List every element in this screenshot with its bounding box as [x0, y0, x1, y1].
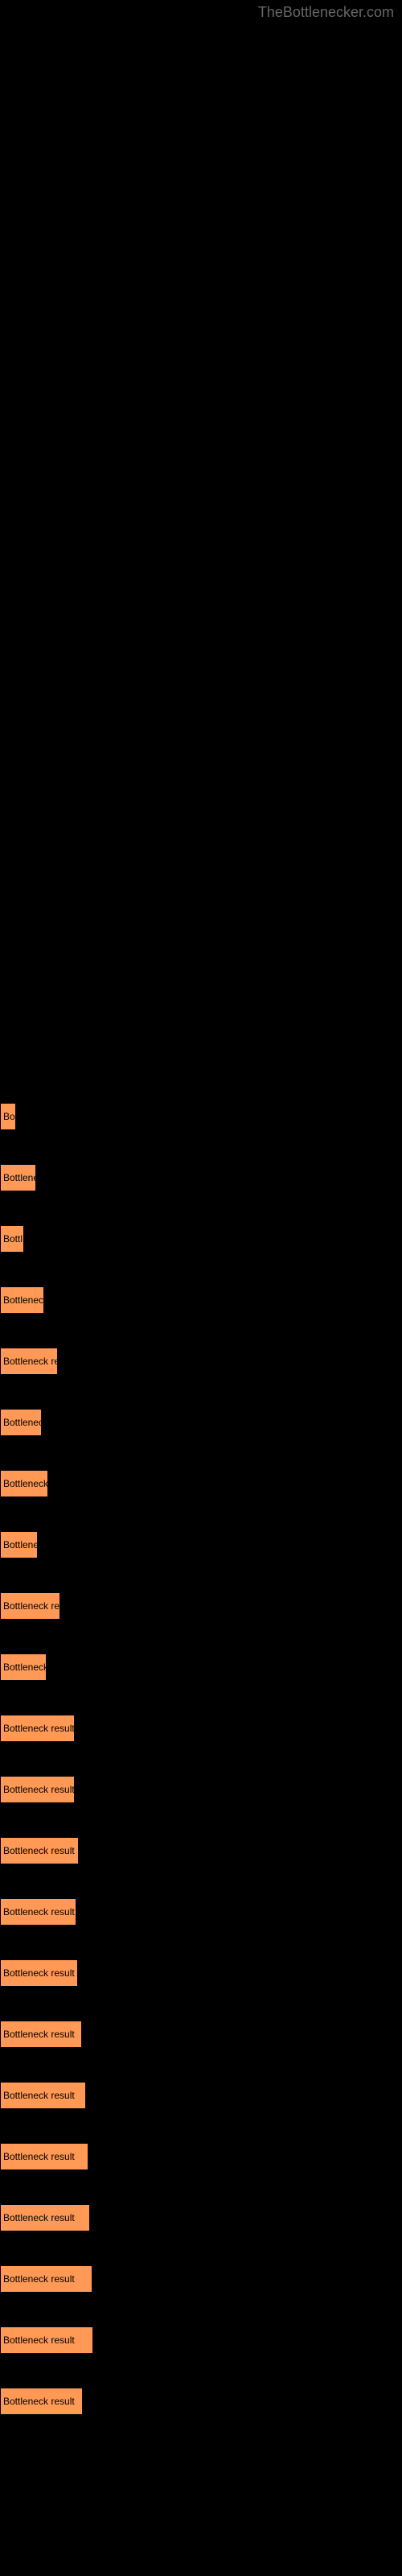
chart-bar: Bottleneck res — [0, 1592, 60, 1620]
bar-row: Bottlenec — [0, 1409, 402, 1436]
chart-bar: Bottlene — [0, 1531, 38, 1558]
bar-row: Bottleneck re — [0, 1348, 402, 1375]
chart-bar: Bottleneck result — [0, 2265, 92, 2293]
chart-bar: Bottleneck result — [0, 1837, 79, 1864]
bar-row: Bo — [0, 1103, 402, 1130]
bar-row: Bottleneck result — [0, 2388, 402, 2415]
chart-bar: Bottleneck result — [0, 1959, 78, 1987]
chart-bar: Bottleneck result — [0, 2143, 88, 2170]
chart-bar: Bo — [0, 1103, 16, 1130]
chart-bar: Bottleneck result — [0, 1776, 75, 1803]
chart-bar: Bottleneck — [0, 1470, 48, 1497]
bar-row: Bottleneck result — [0, 2143, 402, 2170]
watermark-text: TheBottlenecker.com — [258, 4, 394, 21]
bar-row: Bottleneck result — [0, 2265, 402, 2293]
bar-row: Bottleneck result — [0, 2021, 402, 2048]
bar-row: Bottleneck result — [0, 1837, 402, 1864]
bar-row: Bottleneck result — [0, 2326, 402, 2354]
bar-row: Bottleneck result — [0, 2204, 402, 2231]
bar-row: Bottleneck result — [0, 1715, 402, 1742]
chart-bar: Bottlene — [0, 1164, 36, 1191]
chart-bar: Bottleneck — [0, 1286, 44, 1314]
chart-bar: Bottleneck result — [0, 2082, 86, 2109]
bar-row: Bottleneck result — [0, 1959, 402, 1987]
bar-row: Bottleneck result — [0, 1776, 402, 1803]
bar-row: Bottleneck — [0, 1653, 402, 1681]
bar-row: Bottleneck res — [0, 1592, 402, 1620]
bar-row: Bottleneck result — [0, 2082, 402, 2109]
chart-bar: Bottleneck result — [0, 2326, 93, 2354]
chart-bar: Bottleneck result — [0, 1898, 76, 1926]
chart-bar: Bottleneck — [0, 1653, 47, 1681]
chart-bar: Bottleneck result — [0, 2021, 82, 2048]
bar-chart: Bo Bottlene Bottl Bottleneck Bottleneck re Bo… — [0, 0, 402, 2415]
chart-bar: Bottlenec — [0, 1409, 42, 1436]
bar-row: Bottleneck result — [0, 1898, 402, 1926]
chart-bar: Bottl — [0, 1225, 24, 1253]
bar-row: Bottlene — [0, 1164, 402, 1191]
bar-row: Bottleneck — [0, 1470, 402, 1497]
bar-row: Bottlene — [0, 1531, 402, 1558]
bar-row: Bottl — [0, 1225, 402, 1253]
chart-bar: Bottleneck result — [0, 2388, 83, 2415]
chart-bar: Bottleneck result — [0, 1715, 75, 1742]
chart-bar: Bottleneck result — [0, 2204, 90, 2231]
bar-row: Bottleneck — [0, 1286, 402, 1314]
chart-bar: Bottleneck re — [0, 1348, 58, 1375]
